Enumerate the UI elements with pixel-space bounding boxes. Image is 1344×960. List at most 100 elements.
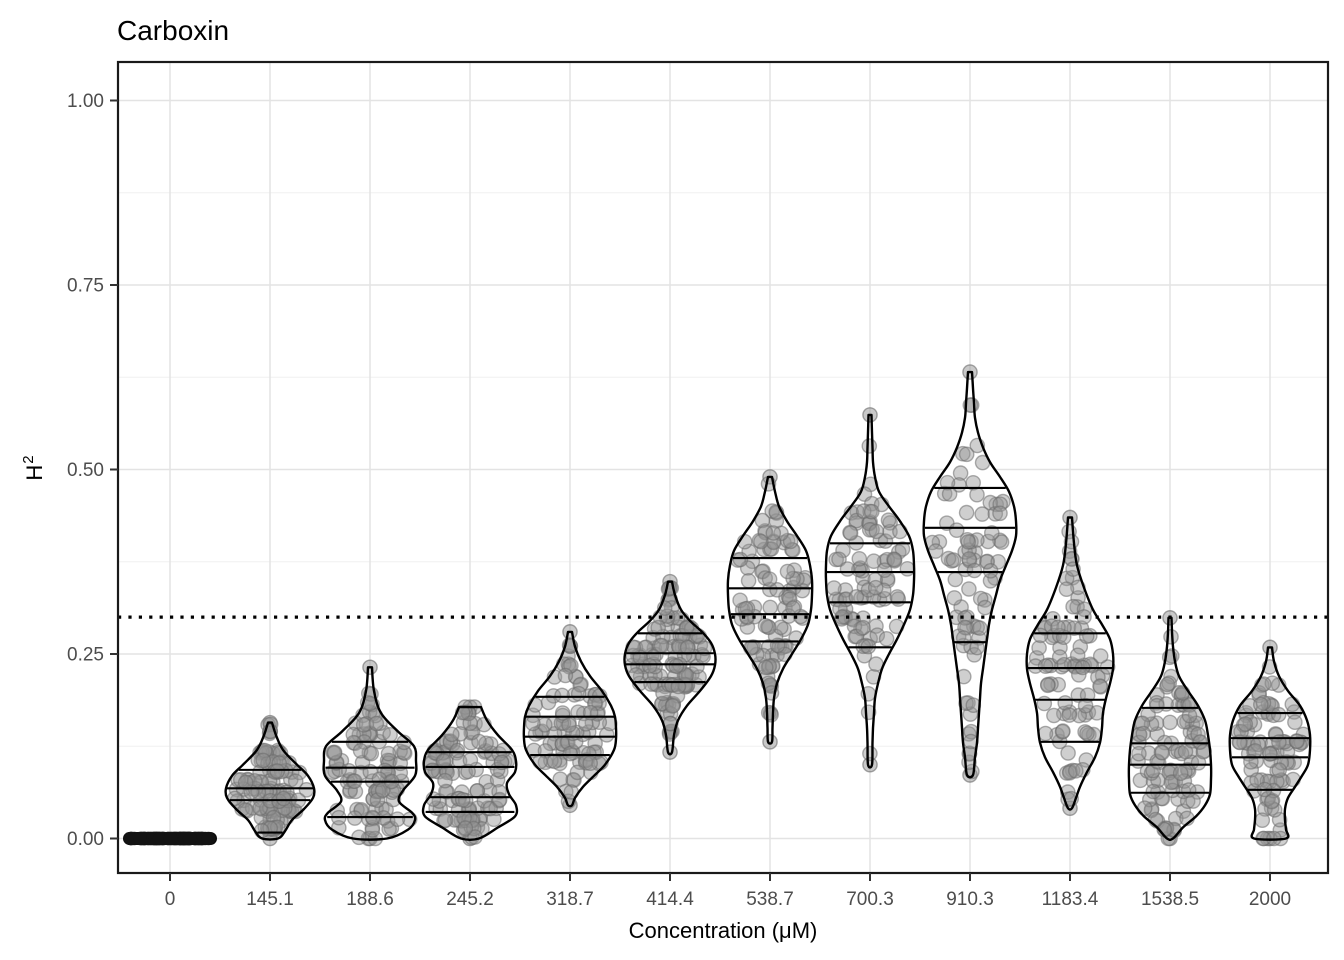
- data-point: [984, 525, 1000, 541]
- data-point: [878, 631, 895, 647]
- violin-outline: [1228, 646, 1312, 841]
- data-point: [839, 561, 856, 577]
- data-point: [980, 533, 996, 550]
- violin-2000: [1228, 646, 1312, 841]
- x-tick-label: 1538.5: [1141, 889, 1199, 910]
- violin-700.3: [824, 413, 916, 769]
- data-point: [237, 802, 254, 818]
- data-point: [368, 715, 385, 732]
- violin-outline: [322, 666, 418, 841]
- violin-points-188.6: [324, 659, 418, 847]
- data-point: [966, 562, 983, 579]
- violin-outline: [824, 413, 916, 769]
- x-tick-label: 910.3: [946, 889, 994, 910]
- violin-outline: [522, 630, 618, 808]
- data-point: [1180, 782, 1197, 798]
- violin-outlines: [224, 370, 1312, 842]
- data-point: [664, 698, 681, 714]
- data-point: [972, 620, 988, 636]
- violin-outline: [224, 721, 316, 841]
- data-point: [1078, 628, 1095, 645]
- data-point: [1050, 619, 1066, 636]
- data-point: [554, 705, 571, 721]
- data-point: [1270, 706, 1287, 723]
- data-point: [678, 620, 695, 636]
- data-point: [1262, 746, 1278, 762]
- data-point: [1176, 773, 1193, 789]
- violin-outline: [1127, 616, 1213, 842]
- data-point: [1154, 744, 1170, 761]
- data-point: [952, 465, 969, 481]
- data-point: [449, 742, 466, 759]
- data-point: [769, 582, 785, 598]
- data-point: [855, 503, 872, 519]
- data-point: [1077, 697, 1094, 714]
- data-point: [1145, 783, 1162, 800]
- data-point: [757, 617, 774, 634]
- x-tick-label: 414.4: [646, 889, 694, 910]
- violin-points-145.1: [226, 714, 315, 847]
- data-point: [948, 522, 965, 539]
- data-point: [1051, 649, 1068, 665]
- data-point: [781, 591, 798, 608]
- data-point: [972, 590, 989, 607]
- data-point: [969, 639, 985, 656]
- data-point: [1032, 627, 1049, 644]
- x-tick-label: 700.3: [846, 889, 894, 910]
- data-point: [958, 446, 975, 463]
- x-tick-label: 0: [165, 889, 176, 910]
- data-point: [491, 784, 507, 800]
- violin-body-1183.4: [1026, 517, 1114, 810]
- data-point: [974, 506, 991, 522]
- data-point: [762, 734, 778, 750]
- data-point: [271, 793, 287, 810]
- data-point: [979, 554, 995, 570]
- y-tick-label: 0.50: [67, 460, 104, 481]
- data-point: [570, 685, 587, 702]
- data-point: [761, 571, 778, 588]
- data-point: [880, 512, 897, 529]
- x-tick-label: 1183.4: [1042, 889, 1099, 910]
- data-point: [454, 792, 471, 808]
- data-point: [1163, 774, 1180, 791]
- violin-points-1183.4: [1027, 509, 1116, 817]
- data-point: [992, 505, 1008, 522]
- data-point: [540, 694, 557, 711]
- data-point: [668, 658, 685, 674]
- data-point: [1092, 648, 1109, 664]
- data-point: [772, 619, 789, 636]
- x-axis-title: Concentration (μM): [629, 918, 818, 943]
- violin-1183.4: [1025, 516, 1115, 811]
- data-point: [1068, 763, 1084, 779]
- data-point: [495, 742, 512, 759]
- x-tick-label: 318.7: [546, 889, 594, 910]
- data-point: [1061, 707, 1078, 723]
- data-point: [1181, 707, 1198, 724]
- data-point: [1131, 745, 1147, 762]
- data-point: [1271, 762, 1287, 778]
- data-point: [886, 551, 903, 568]
- panel-border: [116, 60, 1330, 875]
- data-point: [831, 551, 847, 568]
- data-point: [899, 561, 916, 577]
- data-point: [753, 533, 769, 550]
- data-point: [958, 504, 975, 521]
- data-point: [848, 589, 865, 605]
- data-point: [1149, 697, 1165, 714]
- data-point: [765, 525, 782, 541]
- data-point: [152, 831, 167, 846]
- violin-188.6: [322, 666, 418, 841]
- data-point: [855, 638, 872, 655]
- data-point: [1159, 676, 1176, 693]
- data-point: [862, 756, 878, 773]
- data-point: [1271, 811, 1288, 828]
- data-point: [457, 820, 474, 836]
- violin-outline: [726, 475, 814, 745]
- data-point: [754, 512, 771, 529]
- data-point: [1036, 695, 1053, 712]
- data-point: [493, 754, 510, 771]
- y-tick-label: 0.25: [67, 645, 104, 666]
- y-tick-label: 1.00: [67, 91, 104, 112]
- data-point: [1284, 696, 1301, 713]
- data-point: [1162, 714, 1178, 731]
